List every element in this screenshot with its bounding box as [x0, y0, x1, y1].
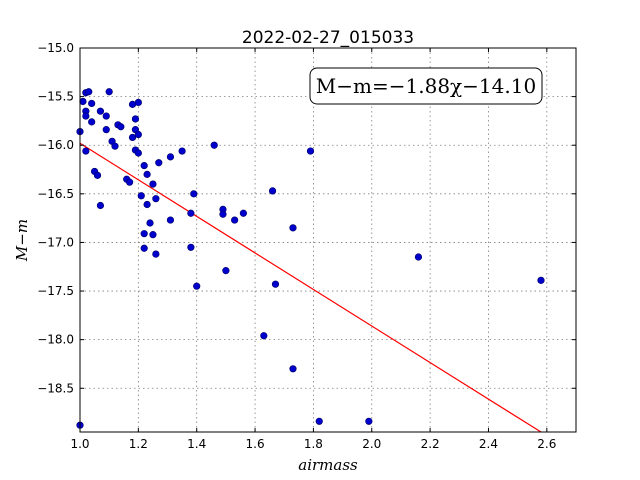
y-tick-label: −18.0: [37, 333, 74, 347]
x-tick-label: 2.0: [362, 437, 381, 451]
fit-line-layer: [79, 142, 542, 433]
data-point: [143, 200, 151, 209]
data-point: [140, 162, 148, 170]
data-point: [105, 88, 113, 96]
data-point: [152, 195, 160, 203]
y-tick-label: −15.5: [37, 90, 74, 104]
annotation-box: [309, 67, 543, 105]
data-point: [79, 97, 87, 106]
data-point: [187, 209, 195, 217]
x-tick-label: 2.4: [479, 437, 498, 451]
x-tick-label: 1.8: [304, 437, 323, 451]
x-tick-label: 1.6: [246, 437, 265, 451]
data-point: [146, 219, 154, 227]
plot-background: [80, 48, 576, 432]
data-point: [88, 99, 96, 108]
data-point: [537, 276, 545, 284]
data-point: [219, 210, 227, 218]
data-point: [166, 153, 175, 161]
data-point: [268, 187, 277, 195]
data-point: [210, 141, 218, 149]
data-point: [85, 88, 93, 96]
data-point: [289, 365, 297, 373]
data-point: [134, 98, 142, 107]
data-point: [239, 209, 247, 217]
data-point: [102, 112, 110, 120]
x-tick-label: 1.2: [129, 437, 148, 451]
y-tick-label: −18.5: [37, 381, 74, 395]
data-point: [187, 243, 195, 251]
fit-line: [79, 142, 542, 433]
data-point: [126, 178, 134, 186]
y-ticks: −15.0 −15.5 −16.0 −16.5 −17.0 −17.5 −18.0 −18.5: [37, 41, 576, 395]
x-ticks: 1.0 1.2 1.4 1.6 1.8 2.0 2.2 2.4 2.6: [70, 48, 556, 451]
data-point: [82, 147, 90, 155]
data-point: [231, 216, 239, 224]
data-points: [76, 88, 545, 429]
data-point: [143, 170, 151, 178]
y-tick-label: −16.5: [37, 187, 74, 201]
data-point: [149, 231, 157, 239]
data-point: [128, 133, 137, 142]
data-point: [117, 123, 125, 131]
data-point: [178, 147, 186, 155]
x-tick-label: 2.6: [537, 437, 556, 451]
y-tick-label: −15.0: [37, 41, 74, 55]
data-point: [96, 107, 105, 115]
data-point: [140, 230, 148, 238]
data-point: [271, 280, 280, 288]
data-point: [222, 267, 230, 275]
data-point: [140, 244, 148, 252]
data-point: [137, 192, 145, 200]
x-tick-label: 1.4: [187, 437, 206, 451]
fit-annotation: M−m=−1.88χ−14.10: [309, 67, 543, 105]
data-point: [190, 190, 198, 198]
data-point: [193, 282, 201, 290]
data-point: [111, 142, 119, 150]
y-tick-label: −17.5: [37, 284, 74, 298]
data-point: [134, 130, 142, 139]
plot-frame: [79, 47, 577, 433]
x-axis-label: airmass: [298, 456, 358, 474]
y-axis-label: M−m: [13, 219, 31, 262]
data-point: [306, 147, 315, 155]
data-point: [365, 417, 373, 425]
data-point: [149, 180, 157, 188]
chart-title: 2022-02-27_015033: [242, 28, 414, 48]
data-point: [315, 417, 323, 425]
data-point: [131, 115, 140, 123]
data-point: [289, 224, 297, 232]
data-point: [82, 112, 90, 120]
data-point: [155, 159, 163, 167]
data-point: [102, 126, 110, 134]
data-point: [134, 149, 142, 157]
x-tick-label: 2.2: [421, 437, 440, 451]
annotation-text: M−m=−1.88χ−14.10: [316, 74, 536, 98]
data-point: [93, 171, 102, 179]
data-point: [260, 332, 268, 340]
data-point: [166, 216, 175, 224]
data-point: [96, 201, 105, 210]
y-tick-label: −17.0: [37, 235, 74, 249]
data-point: [152, 250, 160, 258]
data-point: [414, 253, 423, 261]
y-tick-label: −16.0: [37, 138, 74, 152]
x-tick-label: 1.0: [70, 437, 89, 451]
data-point: [88, 118, 96, 126]
